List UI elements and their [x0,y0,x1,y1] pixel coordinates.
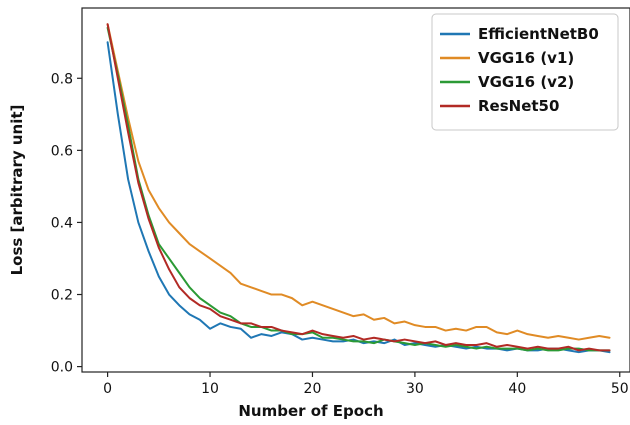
series-line-2 [106,26,611,352]
x-tick-label: 10 [201,381,219,397]
y-tick-label: 0.2 [51,288,73,304]
y-tick-label: 0.4 [51,215,73,231]
x-tick-label: 0 [103,381,112,397]
x-tick-label: 30 [406,381,424,397]
legend: EfficientNetB0 VGG16 (v1) VGG16 (v2) ResNet… [431,13,619,131]
x-tick-label: 40 [508,381,526,397]
legend-items: EfficientNetB0 VGG16 (v1) VGG16 (v2) ResNet… [440,25,599,115]
y-axis: 0.0 0.2 0.4 0.6 0.8 [51,71,82,376]
series-line-3 [106,23,611,352]
y-tick-label: 0.6 [51,143,73,159]
plot-frame [81,7,630,373]
y-tick-label: 0.8 [51,71,73,87]
y-tick-label: 0.0 [51,360,73,376]
x-axis-title: Number of Epoch [238,402,383,420]
series-layer [106,23,611,354]
legend-label-2: VGG16 (v2) [478,73,574,91]
x-tick-label: 20 [304,381,322,397]
x-tick-label: 50 [611,381,629,397]
x-axis: 0 10 20 30 40 50 [103,372,629,397]
legend-label-1: VGG16 (v1) [478,49,574,67]
legend-box [431,13,619,131]
series-line-1 [106,23,611,341]
legend-label-3: ResNet50 [478,97,559,115]
y-axis-title: Loss [arbitrary unit] [8,105,26,276]
legend-label-0: EfficientNetB0 [478,25,599,43]
